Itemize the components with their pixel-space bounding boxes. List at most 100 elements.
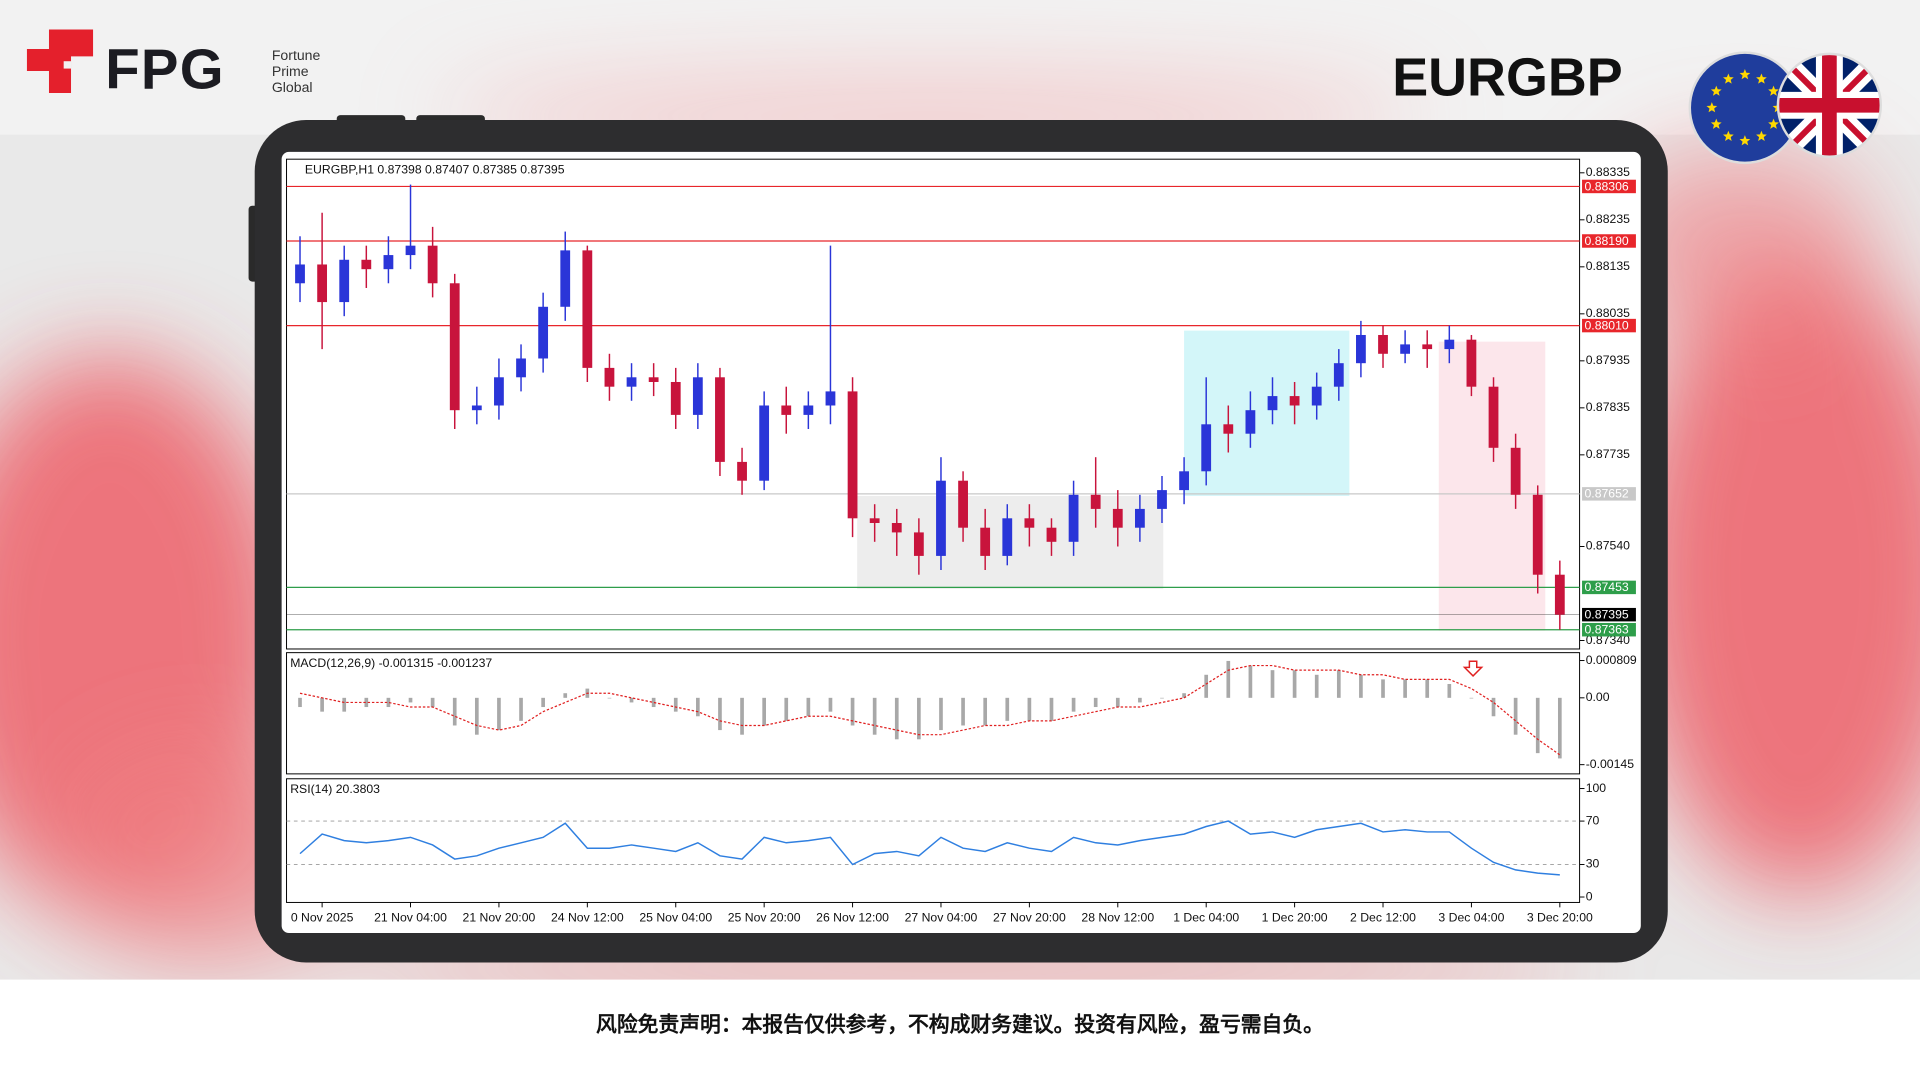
cloud xyxy=(1628,257,1920,894)
level-label: 0.88306 xyxy=(1584,179,1628,193)
level-label-box xyxy=(1582,580,1636,595)
y-tick-label: 100 xyxy=(1586,781,1607,795)
x-tick-label: 24 Nov 12:00 xyxy=(551,911,624,925)
macd-bar xyxy=(519,697,523,721)
x-tick-label: 27 Nov 04:00 xyxy=(905,911,978,925)
macd-bar xyxy=(408,697,413,703)
candle-body xyxy=(803,405,814,415)
y-tick-label: 0.87735 xyxy=(1586,447,1630,461)
candle-body xyxy=(427,245,438,284)
candle-body xyxy=(1356,334,1366,364)
candle-body xyxy=(1267,396,1278,411)
candle-body xyxy=(295,264,305,284)
candle-body xyxy=(383,255,394,270)
x-tick-label: 3 Dec 20:00 xyxy=(1527,911,1593,925)
macd-bar xyxy=(828,697,833,712)
macd-bar xyxy=(1491,697,1496,717)
level-label: 0.87453 xyxy=(1584,580,1628,594)
y-tick-label: 0 xyxy=(1586,889,1593,903)
y-tick-label: 0.88135 xyxy=(1586,259,1630,273)
candle-body xyxy=(1046,527,1057,542)
candle-body xyxy=(958,480,968,528)
panel-border xyxy=(286,778,1581,903)
candle-body xyxy=(648,377,659,382)
y-tick-label: 70 xyxy=(1586,813,1600,827)
macd-bar xyxy=(386,697,391,708)
footer-band xyxy=(0,979,1920,1080)
candle-body xyxy=(670,381,681,415)
candle-body xyxy=(980,527,991,556)
macd-bar xyxy=(673,697,678,712)
macd-bar xyxy=(1292,670,1297,698)
panel-title: MACD(12,26,9) -0.001315 -0.001237 xyxy=(290,656,492,670)
eu-star xyxy=(1756,73,1767,84)
macd-bar xyxy=(1336,670,1341,698)
eu-star xyxy=(1723,73,1734,84)
macd-bar xyxy=(298,697,302,708)
y-tick-label: 0.87835 xyxy=(1586,400,1630,414)
macd-bar xyxy=(718,697,722,731)
macd-bar xyxy=(1270,670,1275,698)
macd-bar xyxy=(1248,665,1253,698)
x-tick-label: 1 Dec 20:00 xyxy=(1262,911,1328,925)
chart-layer: EURGBP,H1 0.87398 0.87407 0.87385 0.8739… xyxy=(286,158,1637,925)
macd-bar xyxy=(541,697,545,708)
macd-bar xyxy=(563,693,568,698)
macd-bar xyxy=(342,697,347,712)
candle-body xyxy=(1289,396,1300,406)
brand-name: FPG xyxy=(105,37,224,100)
candle-body xyxy=(449,283,460,411)
brand-tagline: Prime xyxy=(272,63,309,79)
macd-bar xyxy=(1093,697,1098,708)
macd-bar xyxy=(651,697,656,708)
eu-star xyxy=(1756,130,1767,141)
candle-body xyxy=(582,250,593,368)
y-tick-label: 0.87540 xyxy=(1586,539,1630,553)
candle-body xyxy=(1422,344,1433,350)
macd-bar xyxy=(1027,697,1032,721)
range-zone xyxy=(1184,330,1350,496)
level-label: 0.87395 xyxy=(1584,608,1628,622)
macd-bar xyxy=(1359,674,1363,698)
macd-bar xyxy=(696,697,700,717)
y-tick-label: 0.88235 xyxy=(1586,212,1630,226)
signal-arrow xyxy=(1462,660,1484,677)
macd-bar xyxy=(1160,697,1164,699)
y-tick-label: 30 xyxy=(1586,857,1600,871)
candle-body xyxy=(1157,490,1167,509)
macd-bar xyxy=(806,697,811,717)
candle-body xyxy=(1466,339,1477,387)
candle-body xyxy=(494,377,504,406)
eu-star xyxy=(1710,85,1722,96)
brand-tagline: Global xyxy=(272,79,313,95)
rsi-line xyxy=(299,820,1560,876)
macd-bar xyxy=(1204,674,1209,698)
macd-bar xyxy=(1005,697,1010,721)
level-label-box xyxy=(1582,318,1636,333)
macd-bar xyxy=(1049,697,1054,721)
y-tick-label: 0.00 xyxy=(1586,690,1610,704)
panel-border xyxy=(286,158,1581,650)
macd-bar xyxy=(850,697,855,726)
macd-bar xyxy=(961,697,965,726)
candle-body xyxy=(891,523,902,533)
candle-body xyxy=(1179,471,1189,491)
macd-bar xyxy=(1182,693,1186,698)
macd-bar xyxy=(762,697,766,726)
candle-body xyxy=(737,461,747,481)
macd-bar xyxy=(1513,697,1518,735)
x-tick-label: 0 Nov 2025 xyxy=(291,911,354,925)
level-label-box xyxy=(1582,179,1636,194)
candle-body xyxy=(1090,494,1101,509)
eu-star xyxy=(1768,118,1779,129)
candle-body xyxy=(692,377,703,415)
macd-bar xyxy=(1425,679,1430,698)
candle-body xyxy=(1333,363,1344,387)
macd-bar xyxy=(1138,697,1142,703)
candle-body xyxy=(604,367,615,387)
macd-bar xyxy=(894,697,899,740)
macd-bar xyxy=(917,697,921,740)
y-tick-label: 0.88335 xyxy=(1586,165,1630,179)
candle-body xyxy=(781,405,792,415)
